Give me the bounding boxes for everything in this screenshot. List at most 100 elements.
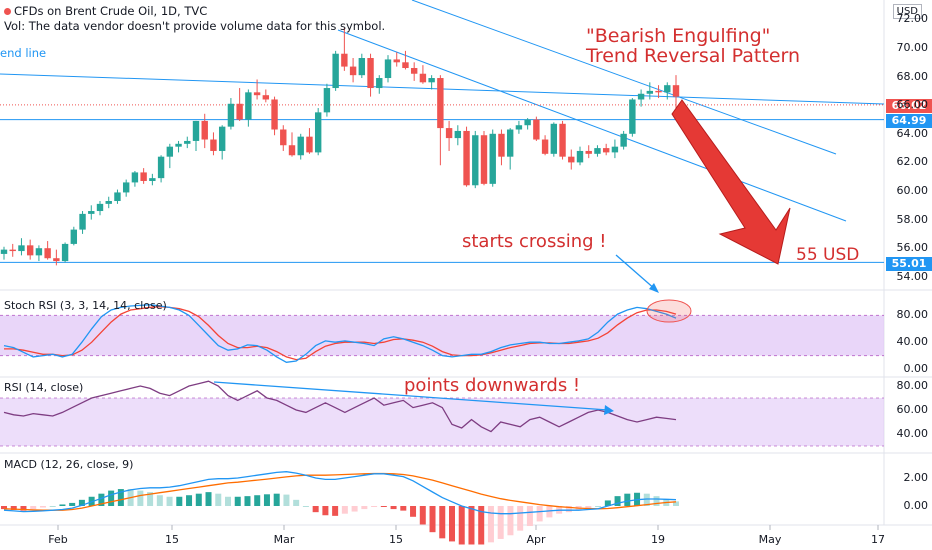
price-tick-label: 64.00 <box>896 126 929 140</box>
candle-body <box>524 119 531 126</box>
price-tick-label: 54.00 <box>896 269 929 283</box>
candle-body <box>576 150 584 163</box>
candle-body <box>637 93 645 100</box>
candle-body <box>672 85 680 97</box>
macd-histogram-bar <box>234 496 241 506</box>
macd-histogram-bar <box>293 499 300 506</box>
macd-histogram-bar <box>468 506 475 545</box>
macd-histogram-bar <box>195 493 202 506</box>
macd-histogram-bar <box>536 506 543 522</box>
time-tick-label: 15 <box>165 533 179 546</box>
macd-histogram-bar <box>108 490 115 506</box>
macd-histogram-bar <box>458 506 465 545</box>
candle-body <box>201 120 208 140</box>
candle-body <box>506 129 514 157</box>
candle-body <box>341 53 348 67</box>
time-tick-label: Apr <box>526 533 546 546</box>
macd-histogram-bar <box>614 496 621 506</box>
rsi-line <box>3 380 677 433</box>
macd-histogram-bar <box>624 493 631 506</box>
trend-channel-lower <box>337 29 847 222</box>
currency-button[interactable]: USD <box>892 4 922 19</box>
macd-histogram-bar <box>283 494 290 506</box>
price-tick-label: 72.00 <box>896 12 929 26</box>
candle-body <box>367 58 374 89</box>
candle-body <box>44 248 51 259</box>
macd-histogram-bar <box>78 499 85 506</box>
macd-line <box>3 471 677 515</box>
macd-histogram-bar <box>546 506 553 518</box>
stoch-rsi-title: Stoch RSI (3, 3, 14, 14, close) <box>4 299 167 312</box>
macd-histogram-bar <box>215 493 222 506</box>
macd-signal-line <box>3 472 677 511</box>
macd-histogram-bar <box>137 490 144 506</box>
candle-body <box>96 203 104 212</box>
candle-body <box>70 229 78 244</box>
candle-body <box>646 90 654 94</box>
stoch-annotation-arrow <box>615 254 657 291</box>
candle-body <box>53 258 60 262</box>
candle-body <box>227 103 235 127</box>
candle-body <box>192 120 200 141</box>
candle-body <box>157 156 165 179</box>
candle-body <box>559 123 566 157</box>
candle-body <box>210 139 217 151</box>
rsi-tick-label: 40.00 <box>896 427 929 440</box>
time-tick-label: Feb <box>48 533 68 546</box>
macd-histogram-bar <box>69 502 76 506</box>
candle-body <box>498 133 505 157</box>
candle-body <box>419 73 427 83</box>
candle-body <box>655 90 662 93</box>
candle-body <box>61 243 69 262</box>
candle-body <box>253 92 261 96</box>
rsi-title: RSI (14, close) <box>4 381 84 394</box>
candle-body <box>620 133 627 147</box>
time-tick-label: 19 <box>651 533 665 546</box>
candle-body <box>463 130 470 186</box>
symbol-line: CFDs on Brent Crude Oil, 1D, TVC <box>14 4 208 18</box>
candle-body <box>245 92 252 120</box>
macd-histogram-bar <box>565 506 572 513</box>
macd-histogram-bar <box>98 493 105 506</box>
candle-body <box>184 140 191 144</box>
symbol-title: CFDs on Brent Crude Oil, 1D, TVC <box>4 4 207 18</box>
stoch-tick-label: 40.00 <box>896 335 929 349</box>
price-tick-label: 62.00 <box>896 155 929 169</box>
last-price-tag: 66.02 <box>886 99 932 113</box>
macd-histogram-bar <box>205 492 212 506</box>
macd-histogram-bar <box>400 506 407 511</box>
candle-body <box>262 95 270 100</box>
crossing-highlight <box>646 299 692 323</box>
macd-histogram-bar <box>20 506 27 511</box>
candle-body <box>166 146 174 157</box>
rsi-tick-label: 80.00 <box>896 379 929 392</box>
time-tick-label: Mar <box>273 533 295 546</box>
candle-body <box>480 135 488 184</box>
macd-histogram-bar <box>39 506 46 508</box>
macd-histogram-bar <box>10 506 17 511</box>
candle-body <box>9 249 16 252</box>
time-tick-label: May <box>758 533 782 546</box>
candle-body <box>437 78 444 129</box>
candle-body <box>349 66 357 76</box>
macd-histogram-bar <box>166 496 173 506</box>
macd-histogram-bar <box>156 495 163 506</box>
macd-histogram-bar <box>673 501 679 506</box>
macd-histogram-bar <box>49 506 56 507</box>
macd-title: MACD (12, 26, close, 9) <box>4 458 134 471</box>
macd-histogram-bar <box>643 493 650 506</box>
candle-body <box>288 145 296 156</box>
candle-body <box>114 192 121 202</box>
macd-tick-label: 0.00 <box>903 499 929 512</box>
macd-histogram-bar <box>273 493 280 506</box>
candle-body <box>393 59 400 63</box>
rsi-annotation: points downwards ! <box>404 375 581 396</box>
stoch-k-line <box>3 304 677 363</box>
macd-histogram-bar <box>380 506 387 507</box>
candle-body <box>131 172 139 183</box>
target-annotation: 55 USD <box>796 245 860 265</box>
price-tick-label: 56.00 <box>896 241 929 255</box>
trend-channel-upper <box>411 0 837 155</box>
macd-histogram-bar <box>312 506 319 513</box>
